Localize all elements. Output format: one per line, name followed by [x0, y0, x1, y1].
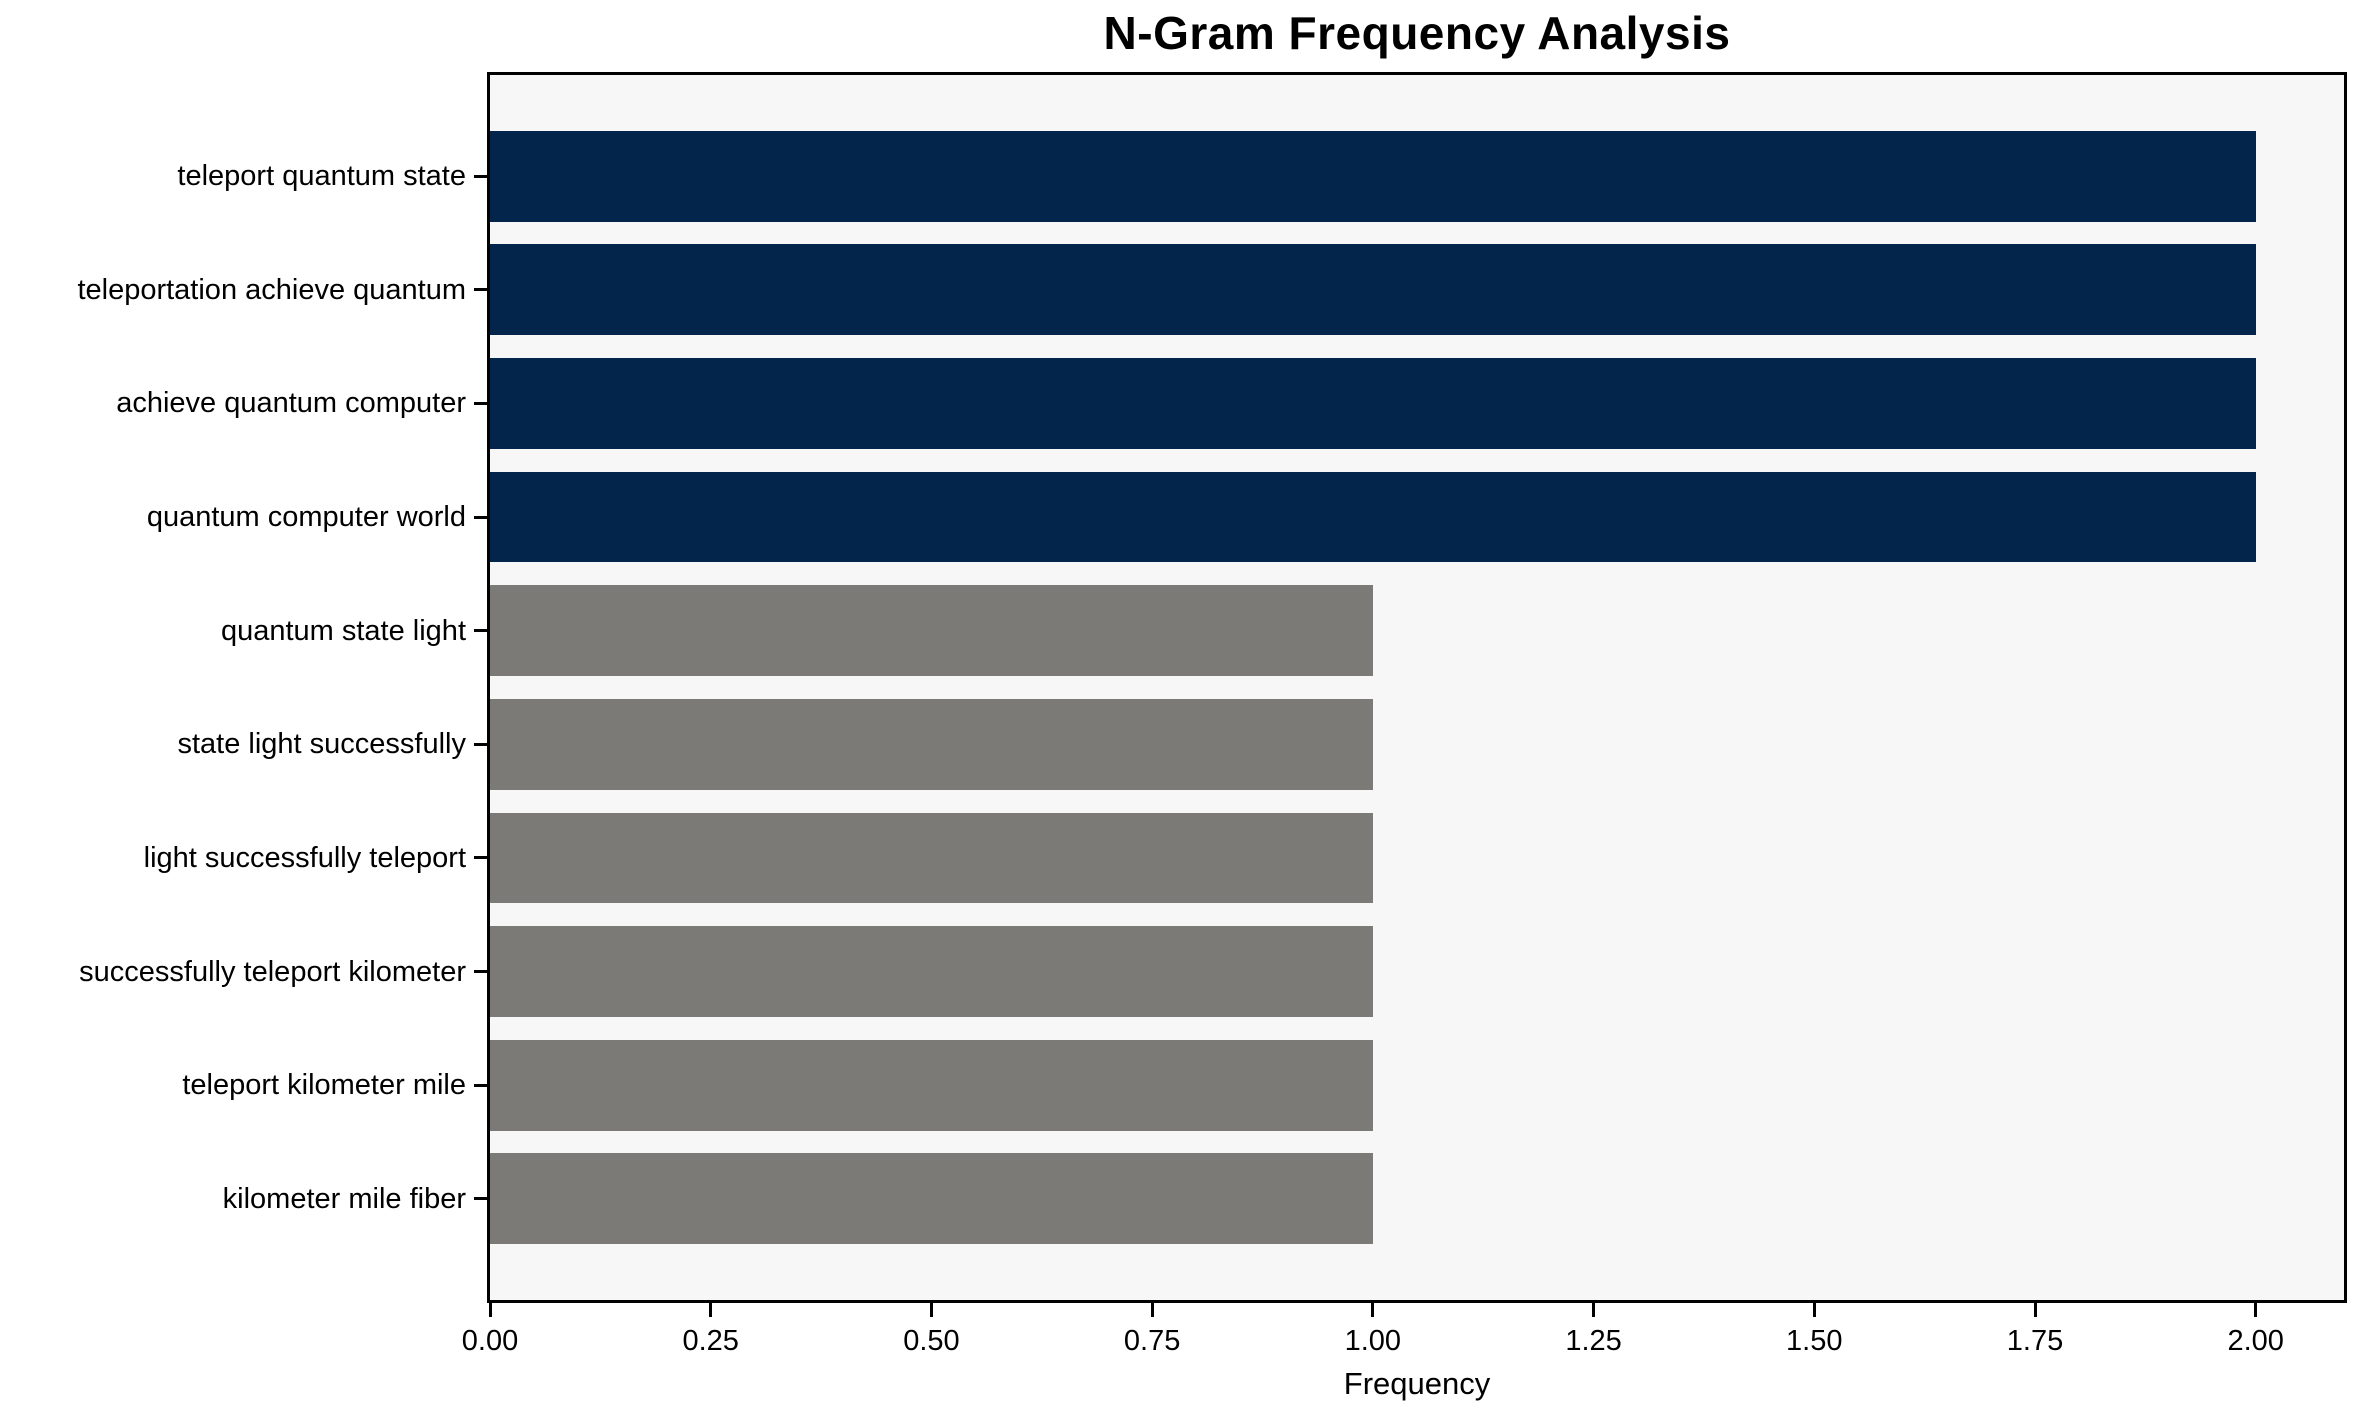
x-tick-mark-4 [1150, 1303, 1154, 1317]
y-tick-label-6: state light successfully [177, 728, 466, 761]
y-tick-label-1: teleport quantum state [177, 160, 466, 193]
y-tick-mark-1 [474, 174, 487, 178]
x-tick-mark-6 [1592, 1303, 1596, 1317]
x-tick-label-3: 0.50 [903, 1325, 960, 1357]
bar-1 [490, 130, 2256, 222]
bar-7 [490, 812, 1373, 904]
x-tick-mark-2 [709, 1303, 713, 1317]
bar-3 [490, 357, 2256, 449]
y-tick-mark-6 [474, 742, 487, 746]
bar-10 [490, 1153, 1373, 1245]
y-tick-label-4: quantum computer world [146, 501, 466, 534]
x-tick-mark-7 [1812, 1303, 1816, 1317]
x-tick-mark-8 [2033, 1303, 2037, 1317]
x-tick-mark-5 [1371, 1303, 1375, 1317]
bar-9 [490, 1039, 1373, 1131]
x-tick-label-2: 0.25 [682, 1325, 739, 1357]
y-tick-label-7: light successfully teleport [143, 841, 466, 874]
bar-8 [490, 926, 1373, 1018]
y-tick-mark-10 [474, 1197, 487, 1201]
bar-6 [490, 698, 1373, 790]
x-tick-label-7: 1.50 [1786, 1325, 1843, 1357]
y-tick-mark-8 [474, 970, 487, 974]
y-tick-label-5: quantum state light [220, 614, 466, 647]
y-tick-mark-9 [474, 1083, 487, 1087]
x-tick-mark-9 [2254, 1303, 2258, 1317]
x-tick-label-6: 1.25 [1565, 1325, 1622, 1357]
y-tick-label-10: kilometer mile fiber [222, 1182, 466, 1215]
x-tick-label-8: 1.75 [2006, 1325, 2064, 1357]
plot-area [487, 72, 2347, 1303]
bar-5 [490, 585, 1373, 677]
y-tick-mark-5 [474, 629, 487, 633]
chart-title: N-Gram Frequency Analysis [1103, 7, 1731, 59]
y-tick-label-8: successfully teleport kilometer [79, 955, 466, 988]
bar-4 [490, 471, 2256, 563]
x-tick-label-1: 0.00 [461, 1325, 519, 1357]
x-tick-mark-1 [488, 1303, 492, 1317]
x-tick-label-9: 2.00 [2227, 1325, 2284, 1357]
y-tick-label-3: achieve quantum computer [116, 387, 466, 420]
y-tick-mark-7 [474, 856, 487, 860]
x-tick-mark-3 [929, 1303, 933, 1317]
x-axis-label: Frequency [1343, 1366, 1491, 1401]
bar-2 [490, 244, 2256, 336]
bars-layer [490, 75, 2344, 1300]
x-tick-label-5: 1.00 [1344, 1325, 1402, 1357]
y-tick-mark-2 [474, 288, 487, 292]
x-tick-label-4: 0.75 [1123, 1325, 1181, 1357]
y-tick-label-2: teleportation achieve quantum [77, 273, 466, 306]
y-tick-label-9: teleport kilometer mile [182, 1069, 466, 1102]
y-tick-mark-3 [474, 401, 487, 405]
y-tick-mark-4 [474, 515, 487, 519]
